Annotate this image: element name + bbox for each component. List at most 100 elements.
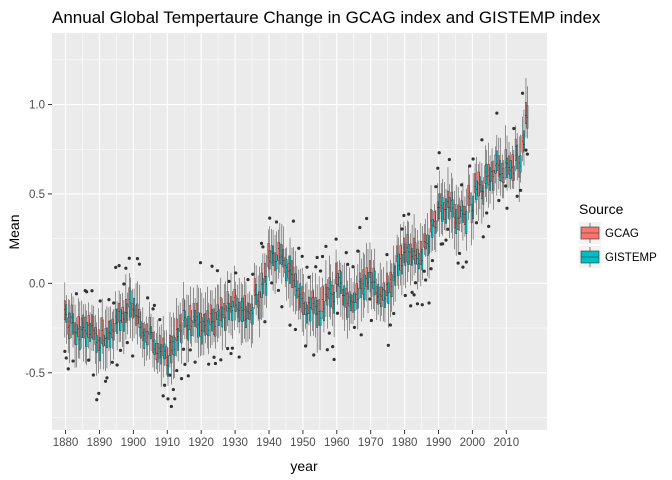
outlier-point [440,242,445,246]
y-tick-label: 0.0 [29,278,45,290]
box-gistemp [85,321,88,347]
box-gistemp [228,302,230,321]
x-tick-label: 1950 [290,437,316,449]
box-gcag [392,263,395,281]
box-gcag [70,304,73,324]
box-gistemp [133,297,135,318]
box-gcag [345,287,348,308]
box-gcag [175,318,178,341]
box-gistemp [509,160,512,179]
box-gistemp [326,287,329,306]
box-gistemp [234,295,237,312]
outlier-point [430,258,435,263]
box-gistemp [468,192,471,206]
outlier-point [85,290,89,294]
outlier-point [427,301,431,305]
outlier-point [234,271,238,275]
box-gistemp [414,242,417,265]
outlier-point [105,376,109,380]
box-gistemp [404,243,407,266]
outlier-point [497,198,501,203]
box-gistemp [499,160,502,182]
box-gistemp [241,297,244,322]
outlier-point [288,323,292,327]
outlier-point [461,265,465,269]
legend-label-gcag: GCAG [605,228,639,240]
box-gcag [80,317,83,338]
box-gcag [247,302,249,319]
x-tick-label: 2010 [494,437,520,449]
outlier-point [474,221,479,225]
box-gcag [460,200,463,218]
y-tick-label: 0.5 [29,189,45,201]
box-gistemp [217,309,220,326]
box-gistemp [394,265,397,286]
outlier-point [212,355,216,359]
box-gistemp [407,243,410,265]
outlier-point [429,267,433,271]
box-gcag [409,243,412,265]
outlier-point [210,264,214,268]
box-gistemp [363,274,366,300]
box-gcag [338,270,341,287]
outlier-point [91,373,95,377]
outlier-point [268,216,272,220]
box-gistemp [211,309,213,332]
outlier-point [447,157,451,162]
box-gistemp [265,276,268,296]
outlier-point [392,311,396,316]
outlier-point [110,360,114,364]
box-gcag [186,318,188,339]
box-gcag [277,242,280,261]
box-gcag [399,245,402,271]
box-gcag [423,233,426,248]
box-gistemp [72,313,74,335]
outlier-point [307,275,311,279]
outlier-point [305,265,309,269]
box-series [63,78,529,387]
outlier-point [312,353,316,357]
outlier-point [276,288,281,293]
outlier-point [219,358,223,362]
outlier-point [481,235,485,239]
outlier-point [335,311,340,315]
box-gcag [124,298,127,323]
box-gcag [440,193,443,212]
box-gistemp [292,266,295,288]
box-gcag [192,303,195,323]
box-gistemp [448,196,451,220]
box-gistemp [282,249,285,268]
outlier-point [117,263,121,268]
x-tick-label: 1990 [426,437,452,449]
y-tick-label: 1.0 [29,100,45,112]
box-gcag [260,272,263,298]
outlier-point [97,391,101,395]
outlier-point [495,111,499,115]
outlier-point [137,262,142,266]
box-gistemp [299,283,302,308]
outlier-point [400,227,404,231]
outlier-point [181,347,186,351]
outlier-point [280,305,284,309]
box-gcag [453,204,456,229]
box-gistemp [411,248,413,266]
box-gcag [77,316,80,337]
box-gcag [379,286,382,304]
box-gistemp [116,308,119,334]
legend-label-gistemp: GISTEMP [605,252,657,264]
x-tick-label: 1930 [222,437,248,449]
box-gcag [131,303,134,319]
outlier-point [86,358,91,362]
box-gcag [141,323,144,341]
box-gistemp [122,311,125,332]
box-gistemp [336,273,339,298]
box-gistemp [231,300,234,321]
box-gistemp [99,337,102,362]
outlier-point [346,262,350,266]
box-gistemp [492,170,495,191]
outlier-point [122,282,126,286]
box-gistemp [475,180,478,200]
box-gistemp [221,306,224,328]
box-gistemp [438,193,441,220]
box-gistemp [380,286,383,308]
